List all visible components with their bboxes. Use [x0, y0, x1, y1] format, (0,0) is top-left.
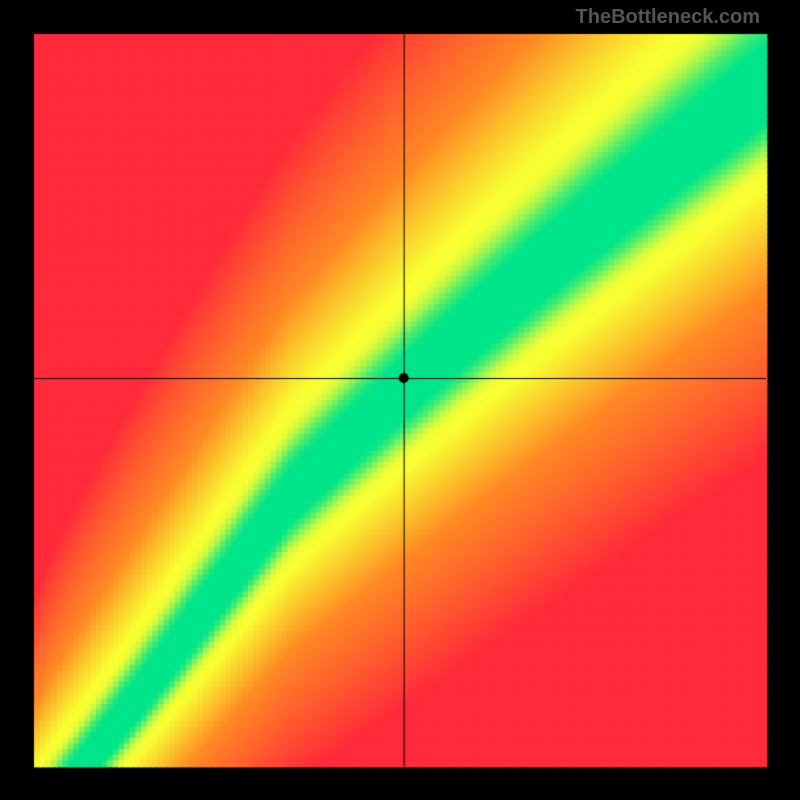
chart-container: TheBottleneck.com — [0, 0, 800, 800]
bottleneck-heatmap — [0, 0, 800, 800]
